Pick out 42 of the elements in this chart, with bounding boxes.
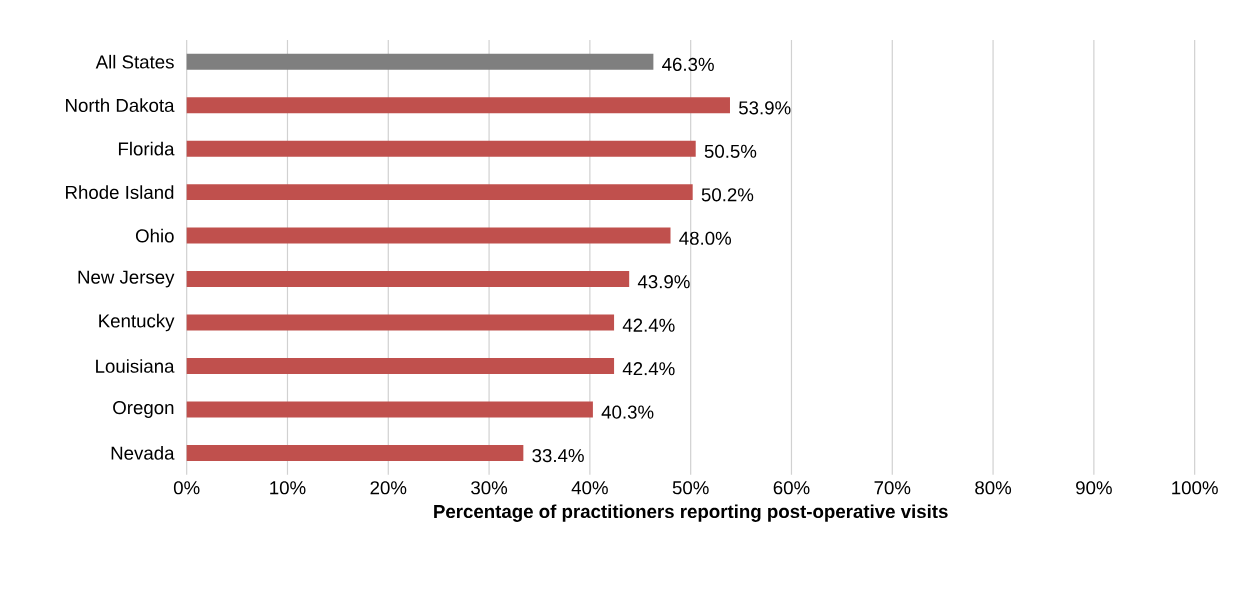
y-tick-label: North Dakota [66,98,175,113]
x-tick-label: 40% [571,481,608,495]
y-tick-label: Kentucky [99,313,175,332]
bar [186,53,654,70]
bar [186,271,630,288]
x-tick-label: 80% [975,481,1012,495]
y-tick-label: Ohio [135,228,174,243]
y-tick-label: Rhode Island [66,185,174,199]
data-label: 53.9% [739,101,791,115]
x-tick-label: 100% [1172,481,1218,495]
x-tick-label: 90% [1076,481,1112,495]
x-tick-label: 20% [370,481,407,495]
data-label: 33.4% [532,448,584,463]
bar [186,401,593,418]
data-label: 43.9% [637,275,690,289]
bar [186,140,696,157]
x-tick-label: 60% [773,481,810,495]
data-label: 48.0% [679,231,732,245]
data-label: 46.3% [662,57,714,71]
y-tick-label: All States [95,54,174,69]
y-tick-label: Louisiana [96,359,175,373]
bar [186,97,730,114]
x-tick-label: 30% [471,481,508,495]
data-label: 42.4% [622,318,675,332]
y-tick-label: Florida [118,141,175,156]
bar [186,184,693,201]
data-label: 40.3% [601,405,654,419]
x-tick-label: 0% [173,481,200,495]
y-tick-label: Nevada [111,446,175,460]
data-label: 50.2% [701,188,754,202]
y-tick-label: New Jersey [78,270,175,288]
y-tick-label: Oregon [113,400,174,418]
data-label: 50.5% [704,144,757,158]
bar [186,357,615,374]
bar [186,444,524,461]
data-label: 42.4% [622,362,675,376]
bar [186,314,615,331]
x-tick-label: 70% [874,481,911,495]
x-axis-title: Percentage of practitioners reporting post-operative visits [434,504,948,522]
x-tick-label: 50% [672,481,709,495]
bar [186,227,671,244]
x-tick-label: 10% [270,481,306,495]
